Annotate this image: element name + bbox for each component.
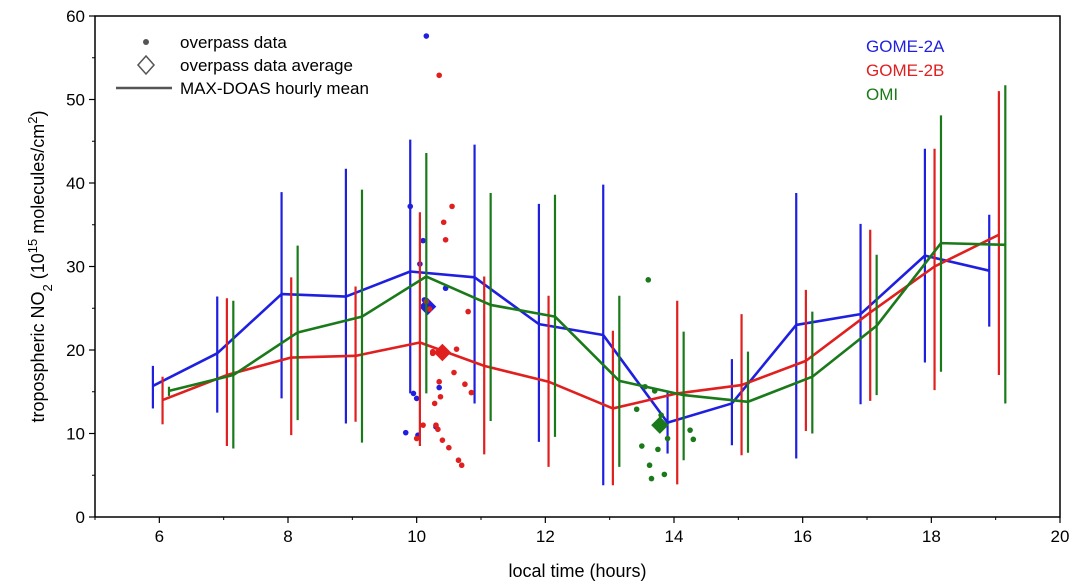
legend-diamond-symbol — [136, 54, 156, 76]
overpass-point-gome2b — [437, 393, 444, 400]
label-gome2a: GOME-2A — [866, 37, 945, 56]
overpass-point-gome2b — [429, 348, 436, 355]
mean-line-omi — [168, 241, 1006, 404]
legend-label-maxdoas-mean: MAX-DOAS hourly mean — [180, 79, 369, 98]
y-tick-label: 50 — [66, 91, 85, 110]
overpass-point-gome2b — [420, 422, 426, 428]
overpass-point-gome2b — [436, 378, 442, 385]
y-tick-label: 40 — [66, 174, 85, 193]
overpass-point-gome2b — [439, 437, 446, 443]
series-gome2a — [151, 33, 991, 486]
overpass-point-omi — [633, 406, 640, 413]
instrument-labels: GOME-2A GOME-2B OMI — [866, 37, 945, 104]
overpass-point-gome2b — [451, 369, 457, 376]
label-omi: OMI — [866, 85, 898, 104]
x-tick-label: 6 — [155, 527, 164, 546]
x-tick-label: 14 — [665, 527, 684, 546]
overpass-point-gome2b — [453, 346, 460, 352]
overpass-point-omi — [658, 412, 664, 418]
y-axis-label: tropospheric NO2 (1015 molecules/cm2) — [25, 110, 55, 422]
overpass-average-gome2b — [433, 343, 452, 362]
overpass-point-gome2b — [455, 457, 462, 464]
overpass-point-omi — [661, 471, 668, 478]
label-gome2b: GOME-2B — [866, 61, 944, 80]
series-omi — [167, 85, 1007, 482]
mean-line-gome2b — [162, 233, 1000, 410]
legend-dot-symbol — [143, 39, 149, 45]
x-tick-label: 12 — [536, 527, 555, 546]
overpass-point-gome2b — [449, 203, 455, 210]
overpass-point-gome2b — [433, 422, 439, 428]
overpass-point-gome2a — [436, 384, 442, 391]
legend-label-overpass-data: overpass data — [180, 33, 287, 52]
series-gome2b — [161, 72, 1000, 486]
x-tick-label: 20 — [1051, 527, 1070, 546]
legend-label-overpass-average: overpass data average — [180, 56, 353, 75]
y-tick-label: 60 — [66, 7, 85, 26]
overpass-point-gome2b — [468, 389, 475, 396]
overpass-point-gome2b — [446, 444, 452, 451]
overpass-point-gome2b — [426, 306, 433, 312]
x-axis-label: local time (hours) — [508, 561, 646, 581]
y-tick-label: 10 — [66, 425, 85, 444]
overpass-point-gome2a — [407, 203, 414, 210]
axis-layer: 6 8 10 12 14 16 18 20 0 10 20 30 40 50 60 — [66, 7, 1069, 546]
mean-line-gome2a — [152, 254, 990, 424]
legend: overpass data overpass data average MAX-… — [116, 33, 369, 98]
overpass-point-omi — [646, 462, 653, 469]
overpass-point-omi — [645, 277, 652, 283]
overpass-point-gome2a — [413, 395, 420, 402]
x-tick-label: 18 — [922, 527, 941, 546]
overpass-point-omi — [690, 436, 697, 443]
y-tick-label: 0 — [76, 508, 85, 527]
x-tick-label: 8 — [283, 527, 292, 546]
overpass-point-gome2a — [420, 237, 426, 244]
overpass-point-gome2b — [458, 462, 465, 469]
overpass-point-gome2b — [462, 381, 468, 388]
overpass-point-omi — [687, 427, 693, 433]
overpass-point-omi — [664, 435, 671, 442]
overpass-point-omi — [655, 446, 661, 453]
overpass-average-omi — [651, 416, 669, 434]
overpass-point-gome2a — [402, 429, 409, 436]
overpass-point-gome2a — [423, 33, 430, 39]
overpass-point-gome2b — [465, 308, 471, 315]
overpass-point-omi — [648, 475, 655, 482]
overpass-point-omi — [642, 383, 648, 390]
overpass-point-gome2b — [442, 236, 449, 243]
x-tick-label: 16 — [793, 527, 812, 546]
overpass-point-omi — [651, 388, 658, 394]
overpass-point-gome2b — [440, 219, 447, 226]
overpass-point-gome2b — [431, 400, 438, 407]
overpass-point-gome2a — [410, 390, 417, 397]
plot-layer — [151, 33, 1007, 486]
x-tick-label: 10 — [407, 527, 426, 546]
y-tick-label: 20 — [66, 341, 85, 360]
overpass-point-gome2b — [413, 435, 420, 442]
y-tick-label: 30 — [66, 258, 85, 277]
overpass-point-omi — [639, 443, 645, 449]
overpass-point-gome2b — [436, 72, 442, 79]
overpass-point-gome2b — [435, 426, 441, 433]
